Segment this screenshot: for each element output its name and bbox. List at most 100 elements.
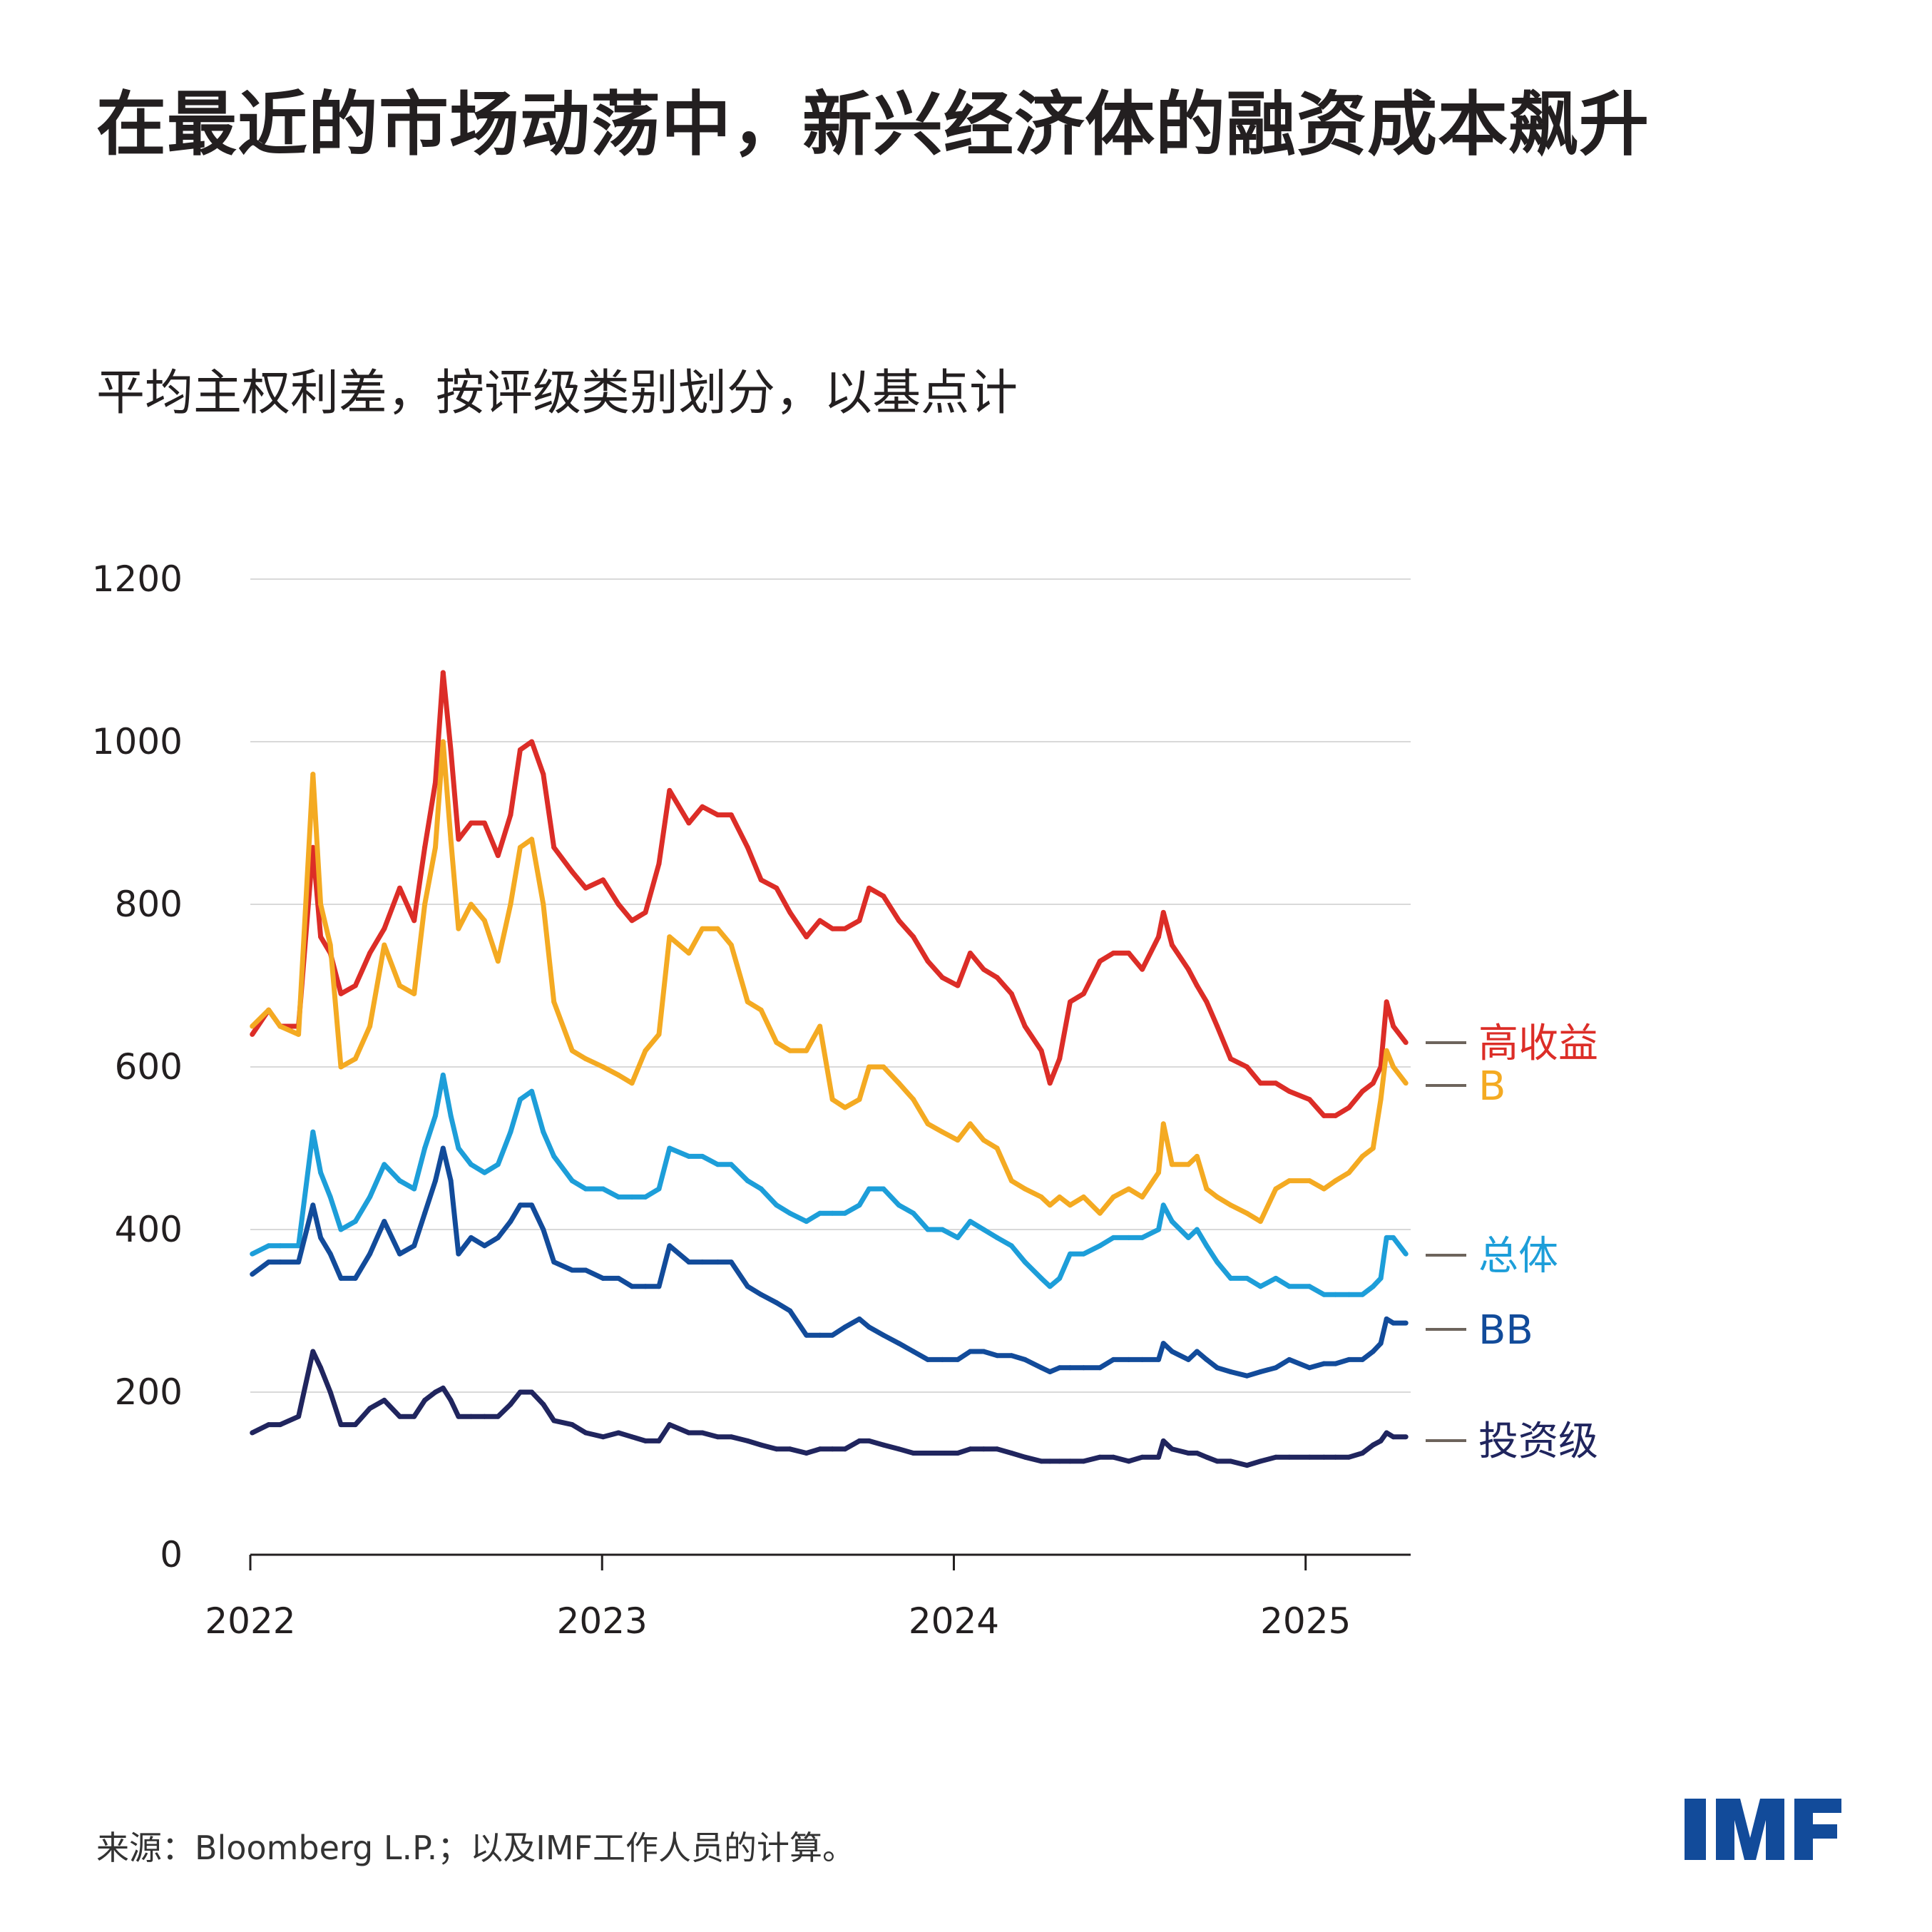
y-tick-label: 600 <box>115 1046 183 1088</box>
data-point <box>481 1414 487 1419</box>
data-point <box>1257 1284 1263 1289</box>
data-point <box>629 1080 635 1086</box>
data-point <box>955 1451 961 1456</box>
data-point <box>1156 1356 1162 1362</box>
data-point <box>629 1434 635 1440</box>
data-point <box>600 1275 606 1281</box>
data-point <box>1097 959 1103 964</box>
data-point <box>656 1186 662 1192</box>
data-point <box>700 1259 705 1265</box>
data-point <box>382 926 387 931</box>
data-point <box>1346 1356 1352 1362</box>
data-point <box>667 1243 673 1249</box>
data-point <box>925 1451 931 1456</box>
data-point <box>1204 999 1210 1005</box>
data-point <box>758 1186 764 1192</box>
data-point <box>867 1064 872 1070</box>
data-point <box>1391 1023 1396 1029</box>
data-point <box>667 787 673 793</box>
data-point <box>1273 1080 1279 1086</box>
data-point <box>1038 1458 1044 1464</box>
data-point <box>857 1316 862 1322</box>
data-point <box>1346 1292 1352 1297</box>
data-point <box>1169 1349 1175 1354</box>
data-point <box>456 1145 461 1151</box>
data-point <box>1359 1153 1365 1159</box>
data-point <box>728 1434 734 1440</box>
data-point <box>1185 1451 1191 1456</box>
data-point <box>481 1243 487 1249</box>
data-point <box>774 1300 780 1306</box>
data-point <box>1126 1235 1132 1240</box>
data-point <box>629 1194 635 1200</box>
data-point <box>1321 1292 1327 1297</box>
data-point <box>468 820 474 826</box>
data-point <box>600 1064 606 1070</box>
y-tick-label: 1000 <box>92 721 183 762</box>
data-point <box>1307 1097 1312 1103</box>
data-point <box>318 901 324 907</box>
data-point <box>1370 1080 1376 1086</box>
data-point <box>939 1356 945 1362</box>
y-tick-label: 1200 <box>92 558 183 600</box>
data-point <box>728 942 734 948</box>
data-point <box>1047 1458 1053 1464</box>
data-point <box>266 1243 272 1249</box>
data-point <box>1228 1369 1234 1374</box>
data-point <box>1160 1341 1166 1346</box>
data-point <box>1194 1227 1200 1232</box>
data-point <box>412 1414 417 1419</box>
data-point <box>1080 1251 1086 1257</box>
data-point <box>817 1332 823 1338</box>
data-point <box>422 901 428 907</box>
data-point <box>517 1202 523 1208</box>
data-point <box>715 1434 720 1440</box>
data-point <box>1126 1356 1132 1362</box>
data-point <box>551 999 557 1005</box>
data-point <box>787 1446 793 1452</box>
data-point <box>1403 1434 1409 1440</box>
data-point <box>643 909 648 915</box>
data-point <box>296 1259 302 1265</box>
data-point <box>1169 1219 1175 1225</box>
data-point <box>583 885 588 891</box>
data-point <box>758 1442 764 1448</box>
data-point <box>817 1210 823 1216</box>
data-point <box>440 1072 446 1078</box>
data-point <box>939 975 945 981</box>
data-point <box>250 1031 255 1037</box>
data-point <box>1384 1316 1389 1322</box>
data-point <box>1068 1365 1073 1371</box>
data-point <box>967 1219 973 1225</box>
data-point <box>397 1414 402 1419</box>
data-point <box>1140 1356 1145 1362</box>
data-point <box>857 1202 862 1208</box>
data-point <box>508 901 513 907</box>
data-point <box>994 1353 1000 1359</box>
data-point <box>468 1235 474 1240</box>
data-point <box>728 1162 734 1167</box>
data-point <box>1273 1454 1279 1460</box>
data-point <box>1391 1064 1396 1070</box>
data-point <box>643 1284 648 1289</box>
data-point <box>1257 1080 1263 1086</box>
data-point <box>615 1194 621 1200</box>
data-point <box>643 1438 648 1443</box>
data-point <box>327 1251 333 1257</box>
data-point <box>1169 1162 1175 1167</box>
data-point <box>310 1349 316 1354</box>
data-point <box>1215 1194 1220 1200</box>
data-point <box>745 1284 750 1289</box>
y-tick-label: 200 <box>115 1371 183 1413</box>
data-point <box>1321 1113 1327 1118</box>
data-point <box>1403 1320 1409 1326</box>
data-point <box>1169 1446 1175 1452</box>
data-point <box>432 780 438 785</box>
data-point <box>758 877 764 883</box>
data-point <box>994 975 1000 981</box>
data-point <box>1359 1292 1365 1297</box>
data-point <box>310 844 316 850</box>
data-point <box>1185 1356 1191 1362</box>
x-tick-label: 2025 <box>1260 1600 1351 1642</box>
